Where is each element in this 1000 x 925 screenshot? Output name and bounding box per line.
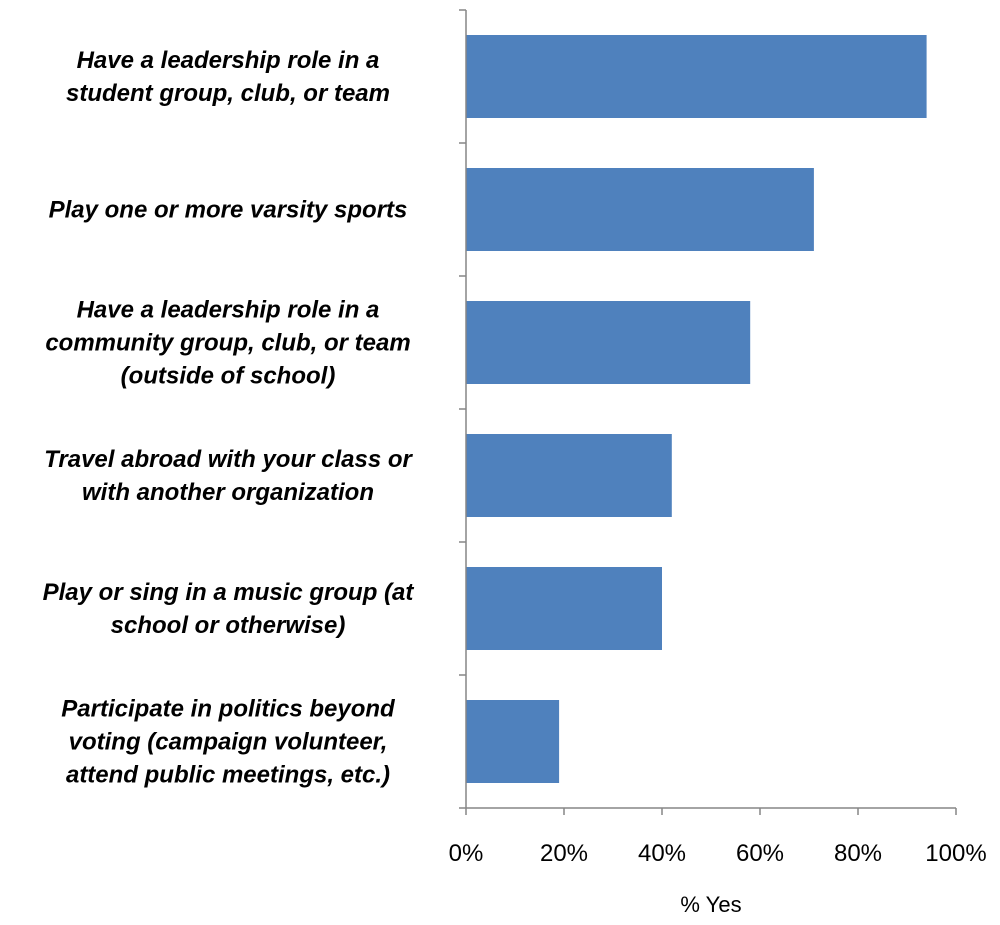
x-tick-label-1: 20% (540, 840, 588, 867)
category-label-5-line-2: attend public meetings, etc.) (66, 762, 390, 789)
category-label-4-line-0: Play or sing in a music group (at (43, 579, 415, 606)
category-label-4-line-1: school or otherwise) (111, 612, 346, 639)
category-label-1: Play one or more varsity sports (49, 197, 408, 224)
bar-2 (466, 301, 751, 384)
x-tick-label-0: 0% (449, 840, 484, 867)
category-labels: Have a leadership role in a student group… (43, 47, 415, 789)
bar-4 (466, 567, 662, 650)
category-label-5: Participate in politics beyond voting (ca… (61, 696, 396, 789)
category-label-0-line-0: Have a leadership role in a (77, 47, 380, 74)
x-tick-label-4: 80% (834, 840, 882, 867)
category-label-2-line-1: community group, club, or team (45, 330, 410, 357)
category-label-5-line-0: Participate in politics beyond (61, 696, 396, 723)
bar-1 (466, 168, 814, 251)
tick-labels: 0% 20% 40% 60% 80% 100% (449, 840, 987, 867)
category-label-2: Have a leadership role in a community gro… (45, 297, 410, 390)
category-label-4: Play or sing in a music group (at school … (43, 579, 415, 639)
x-tick-label-5: 100% (925, 840, 986, 867)
x-tick-label-2: 40% (638, 840, 686, 867)
bar-3 (466, 434, 672, 517)
category-label-1-line-0: Play one or more varsity sports (49, 197, 408, 224)
category-label-5-line-1: voting (campaign volunteer, (69, 729, 388, 756)
category-label-3-line-0: Travel abroad with your class or (44, 446, 413, 473)
x-axis-title: % Yes (680, 892, 741, 917)
bar-0 (466, 35, 927, 118)
bars-group (466, 35, 927, 783)
bar-5 (466, 700, 560, 783)
category-label-0-line-1: student group, club, or team (66, 80, 390, 107)
axes-group (459, 9, 957, 815)
category-label-3-line-1: with another organization (82, 479, 374, 506)
category-label-2-line-2: (outside of school) (121, 363, 336, 390)
category-label-0: Have a leadership role in a student group… (66, 47, 390, 107)
x-tick-label-3: 60% (736, 840, 784, 867)
category-label-2-line-0: Have a leadership role in a (77, 297, 380, 324)
category-label-3: Travel abroad with your class or with ano… (44, 446, 413, 506)
